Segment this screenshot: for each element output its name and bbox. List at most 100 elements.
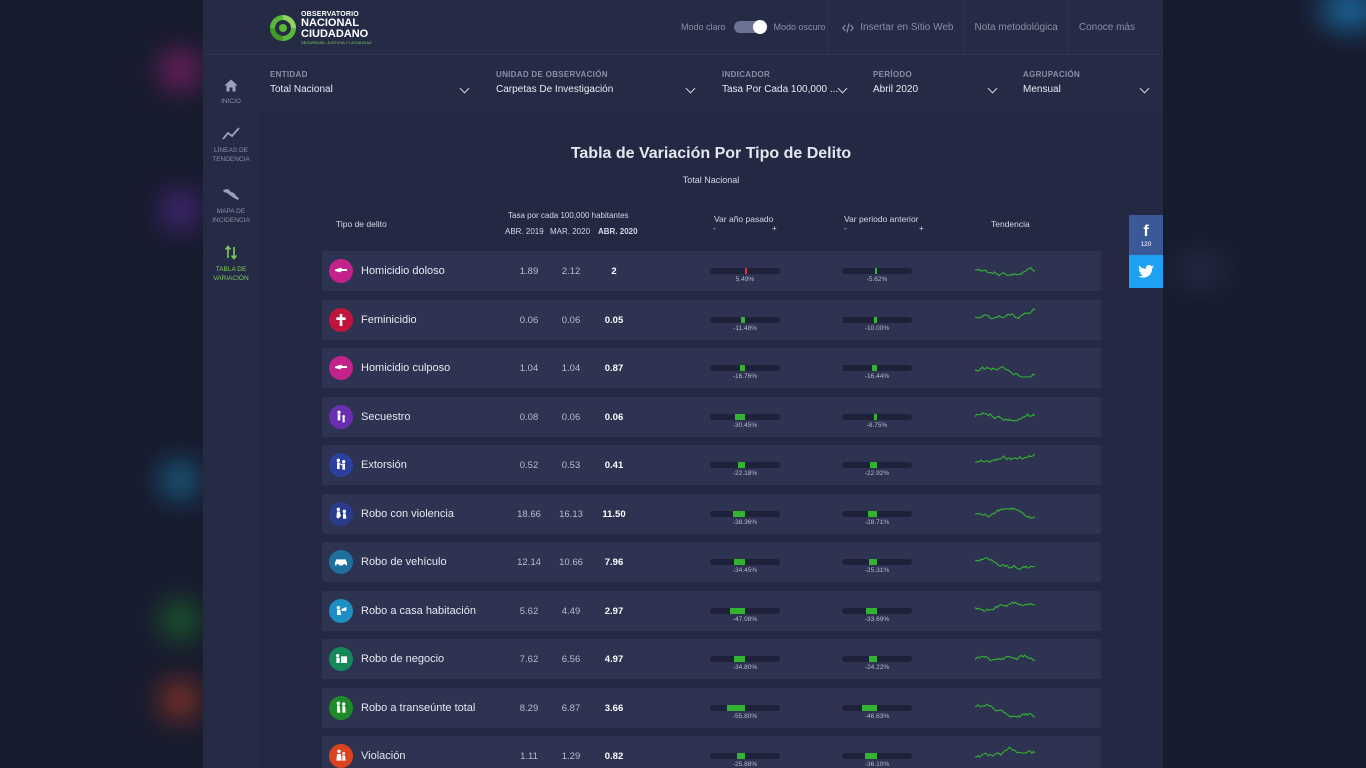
filter-unidad[interactable]: UNIDAD DE OBSERVACIÓN Carpetas De Invest… [496,70,696,95]
trend-sparkline [975,365,1035,378]
trend-sparkline [975,746,1035,758]
var-period-bar [842,704,912,711]
logo-line-2: NACIONAL [301,17,360,29]
logo-mark-icon [270,15,296,41]
sidebar-item-tendencia[interactable]: LÍNEAS DE TENDENCIA [203,127,259,164]
pedestrian-robbery-icon [329,695,353,720]
facebook-share-button[interactable]: f 120 [1129,215,1163,255]
var-year-percent: -38.36% [732,518,758,526]
rate-abr-2020: 0.06 [604,411,624,423]
embed-link[interactable]: Insertar en Sitio Web [827,0,963,55]
table-row[interactable]: Robo de negocio 7.62 6.56 4.97 -34.80% -24.22… [322,639,1101,679]
var-period-percent: -25.31% [864,567,890,574]
rate-mar-2020: 0.53 [561,460,581,471]
trend-sparkline [975,702,1035,718]
table-row[interactable]: Robo a transeúnte total 8.29 6.87 3.66 -55.8… [322,687,1101,728]
code-icon [842,22,855,33]
mode-dark-label: Modo oscuro [773,22,826,32]
crime-type-label: Homicidio doloso [361,265,445,277]
var-year-bar-fill [729,607,745,614]
var-period-bar-fill [868,559,877,565]
filter-indicador[interactable]: INDICADOR Tasa Por Cada 100,000 ... [722,70,852,95]
sidebar-item-mapa[interactable]: MAPA DE INCIDENCIA [203,188,259,225]
rate-abr-2020: 0.05 [604,314,624,326]
sparkline-path [975,746,1035,758]
table-row[interactable]: Robo con violencia 18.66 16.13 11.50 -38.36%… [322,493,1101,534]
sparkline-path [975,266,1035,277]
rate-abr-2019: 7.62 [519,654,539,665]
rate-abr-2019: 18.66 [517,508,541,520]
var-period-bar-fill [865,753,877,759]
var-period-percent: -36.10% [864,761,890,768]
var-year-percent: -34.45% [732,567,758,574]
crime-type-label: Feminicidio [361,313,417,326]
trend-sparkline [975,411,1035,422]
table-row[interactable]: Violación 1.11 1.29 0.82 -25.88% -36.10% [322,736,1101,768]
sidebar-item-tabla[interactable]: TABLA DE VARIACIÓN [203,245,259,283]
var-year-percent: -55.80% [732,712,758,720]
trend-sparkline [975,506,1035,519]
facebook-icon: f [1143,222,1149,240]
rate-abr-2020: 0.82 [604,751,624,762]
violation-icon [329,744,353,768]
var-year-bar-fill [741,316,745,323]
page-title: Tabla de Variación Por Tipo de Delito [570,145,852,162]
map-icon [223,189,239,200]
rate-abr-2019: 8.29 [519,702,539,714]
var-year-percent: -25.88% [732,761,758,768]
filter-label: ENTIDAD [270,70,308,79]
var-year-bar [710,607,780,614]
var-period-bar-fill [875,268,877,274]
table-row[interactable]: Robo a casa habitación 5.62 4.49 2.97 -47.08… [322,590,1101,631]
var-period-bar-fill [867,510,877,517]
header-var-period: Var periodo anterior [844,214,919,224]
trend-sparkline [975,654,1035,662]
facebook-count: 120 [1140,240,1152,248]
cross-icon [329,307,353,332]
sidebar-item-label: MAPA DE INCIDENCIA [212,208,250,224]
filter-periodo[interactable]: PERÍODO Abril 2020 [873,70,1003,95]
rate-abr-2020: 3.66 [604,702,624,714]
kidnap-icon [329,404,353,429]
filter-value: Mensual [1023,84,1061,95]
rate-mar-2020: 0.06 [561,411,581,423]
mode-light-label: Modo claro [681,22,726,32]
homicide-icon [329,259,353,283]
var-period-percent: -22.92% [864,470,890,477]
methodology-link[interactable]: Nota metodológica [963,0,1067,55]
crime-type-label: Extorsión [361,459,407,471]
toggle-knob [752,20,767,34]
var-period-percent: -10.00% [864,324,890,332]
theme-toggle[interactable] [733,20,767,34]
header-var-period-minus: - [844,224,847,233]
twitter-share-button[interactable] [1129,255,1163,288]
table-row[interactable]: Robo de vehículo 12.14 10.66 7.96 -34.45% -25… [322,542,1101,582]
trend-sparkline [975,453,1035,464]
table-row[interactable]: Feminicidio 0.06 0.06 0.05 -11.48% -10.00% [322,299,1101,340]
app-window: OBSERVATORIO NACIONAL CIUDADANO SEGURIDA… [203,0,1163,768]
crime-type-label: Robo a casa habitación [361,604,476,617]
crime-type-label: Robo de negocio [361,653,445,665]
rate-mar-2020: 10.66 [559,557,583,568]
embed-label: Insertar en Sitio Web [860,22,954,33]
var-period-bar-fill [869,462,877,468]
var-period-bar-fill [871,365,877,371]
about-link[interactable]: Conoce más [1067,0,1163,55]
var-year-percent: -34.80% [732,664,758,671]
trend-sparkline [975,600,1035,612]
sidebar-item-inicio[interactable]: INICIO [203,79,259,106]
filter-agrupacion[interactable]: AGRUPACIÓN Mensual [1023,70,1153,95]
table-row[interactable]: Homicidio culposo 1.04 1.04 0.87 -16.76% -16.… [322,348,1101,388]
var-period-bar-fill [869,656,877,662]
logo-line-3: CIUDADANO [301,28,369,40]
table-row[interactable]: Homicidio doloso 1.89 2.12 2 5.49% -5.62% [322,251,1101,291]
sparkline-path [975,411,1035,422]
table-row[interactable]: Extorsión 0.52 0.53 0.41 -22.18% -22.92% [322,445,1101,485]
var-period-percent: -24.22% [864,664,890,671]
logo[interactable]: OBSERVATORIO NACIONAL CIUDADANO SEGURIDA… [269,11,372,45]
filter-entidad[interactable]: ENTIDAD Total Nacional [270,70,470,95]
table-row[interactable]: Secuestro 0.08 0.06 0.06 -30.45% -8.75% [322,396,1101,437]
var-period-percent: -46.63% [864,712,890,720]
rate-abr-2020: 0.87 [604,363,624,374]
sparkline-path [975,453,1035,464]
